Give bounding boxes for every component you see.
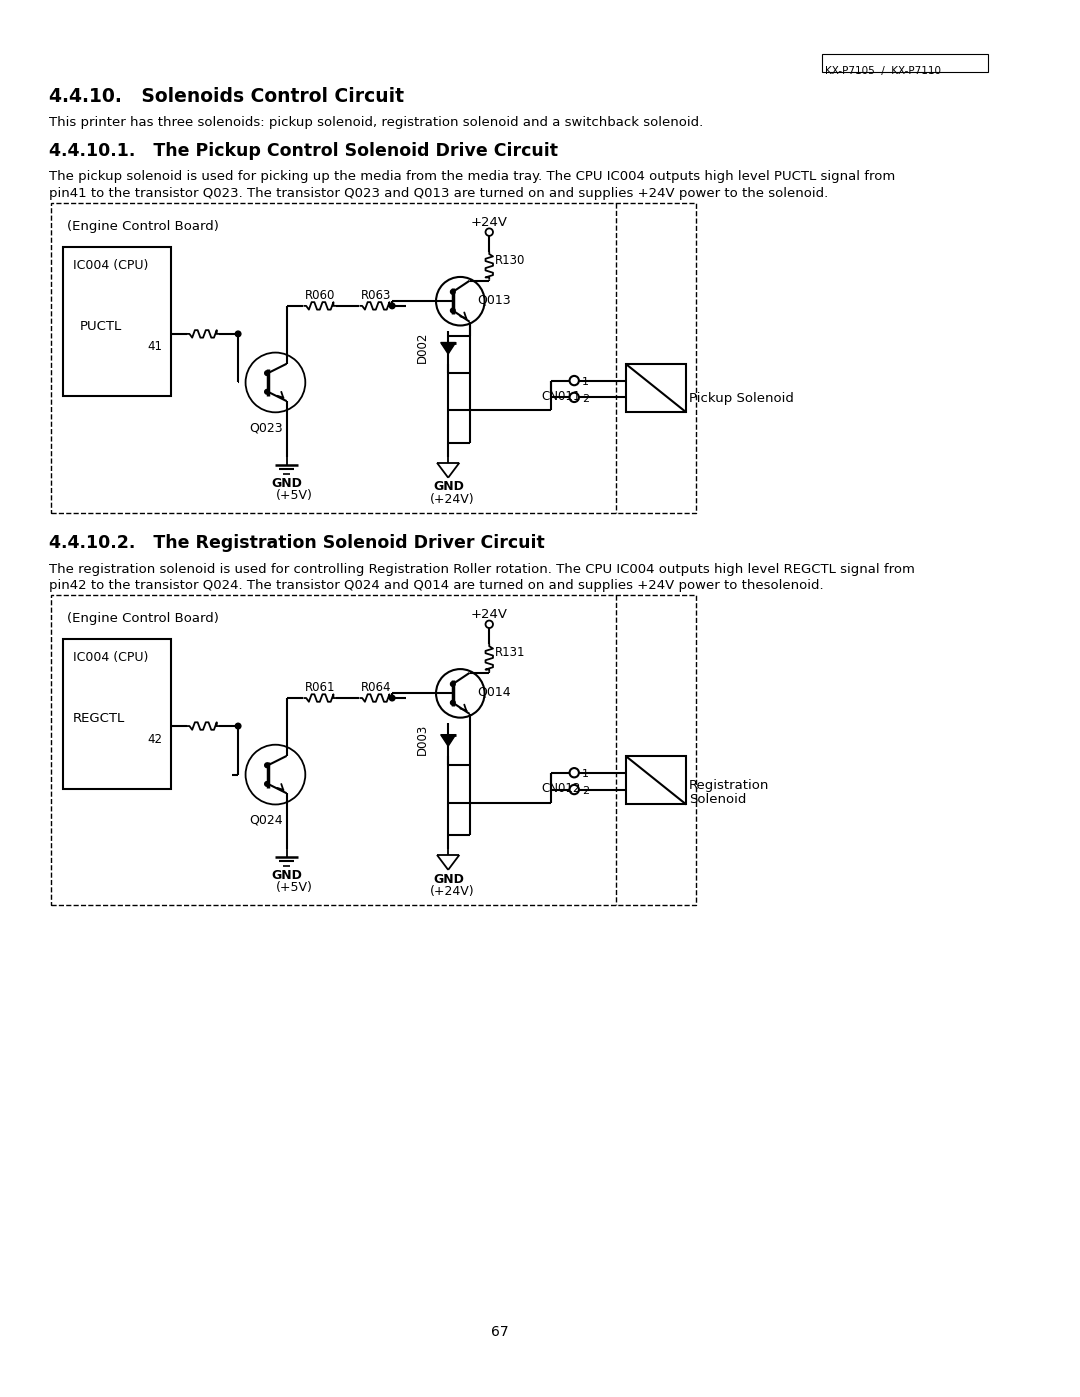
Text: R063: R063 xyxy=(362,289,392,302)
Text: CN011: CN011 xyxy=(541,390,581,402)
Text: R061: R061 xyxy=(306,682,336,694)
Text: 2: 2 xyxy=(582,785,589,796)
Text: (+24V): (+24V) xyxy=(430,884,474,898)
Text: Registration: Registration xyxy=(689,780,769,792)
Circle shape xyxy=(235,724,241,729)
Text: REGCTL: REGCTL xyxy=(72,712,125,725)
Text: 67: 67 xyxy=(490,1326,509,1340)
Text: pin41 to the transistor Q023. The transistor Q023 and Q013 are turned on and sup: pin41 to the transistor Q023. The transi… xyxy=(49,187,827,200)
Bar xyxy=(64,640,171,788)
Circle shape xyxy=(450,700,455,705)
Text: D003: D003 xyxy=(416,724,429,754)
Circle shape xyxy=(265,781,269,787)
Text: KX-P7105  /  KX-P7110: KX-P7105 / KX-P7110 xyxy=(825,66,942,75)
Text: Pickup Solenoid: Pickup Solenoid xyxy=(689,391,794,405)
Circle shape xyxy=(235,331,241,337)
Text: PUCTL: PUCTL xyxy=(79,320,122,332)
Bar xyxy=(52,595,696,905)
Bar xyxy=(625,363,686,412)
Bar xyxy=(64,247,171,397)
Circle shape xyxy=(390,303,395,309)
Bar xyxy=(625,756,686,805)
Text: (+5V): (+5V) xyxy=(275,882,312,894)
Polygon shape xyxy=(441,735,456,746)
Text: R064: R064 xyxy=(362,682,392,694)
Text: GND: GND xyxy=(433,873,464,886)
Text: +24V: +24V xyxy=(471,217,508,229)
Text: pin42 to the transistor Q024. The transistor Q024 and Q014 are turned on and sup: pin42 to the transistor Q024. The transi… xyxy=(49,580,823,592)
Text: R131: R131 xyxy=(495,645,525,659)
Circle shape xyxy=(265,763,269,767)
Text: D002: D002 xyxy=(416,331,429,363)
Text: (Engine Control Board): (Engine Control Board) xyxy=(67,612,219,624)
Bar xyxy=(52,203,696,513)
Text: Q024: Q024 xyxy=(249,814,283,827)
Circle shape xyxy=(450,309,455,313)
Text: R060: R060 xyxy=(306,289,336,302)
Text: (+24V): (+24V) xyxy=(430,493,474,506)
Text: Q014: Q014 xyxy=(477,686,511,698)
Text: Solenoid: Solenoid xyxy=(689,793,746,806)
Text: 4.4.10.1.   The Pickup Control Solenoid Drive Circuit: 4.4.10.1. The Pickup Control Solenoid Dr… xyxy=(49,142,557,161)
Text: This printer has three solenoids: pickup solenoid, registration solenoid and a s: This printer has three solenoids: pickup… xyxy=(49,116,703,130)
Text: The registration solenoid is used for controlling Registration Roller rotation. : The registration solenoid is used for co… xyxy=(49,563,915,576)
Text: 1: 1 xyxy=(582,377,589,387)
Text: (+5V): (+5V) xyxy=(275,489,312,502)
Text: R130: R130 xyxy=(495,254,525,267)
Text: 4.4.10.2.   The Registration Solenoid Driver Circuit: 4.4.10.2. The Registration Solenoid Driv… xyxy=(49,534,544,552)
Text: GND: GND xyxy=(272,476,302,490)
Text: The pickup solenoid is used for picking up the media from the media tray. The CP: The pickup solenoid is used for picking … xyxy=(49,170,895,183)
Text: (Engine Control Board): (Engine Control Board) xyxy=(67,219,219,233)
Polygon shape xyxy=(441,342,456,353)
Text: IC004 (CPU): IC004 (CPU) xyxy=(72,651,148,665)
Text: 42: 42 xyxy=(148,732,162,746)
Text: Q023: Q023 xyxy=(249,422,283,434)
Circle shape xyxy=(390,696,395,701)
Circle shape xyxy=(450,289,455,295)
Circle shape xyxy=(265,390,269,394)
Text: IC004 (CPU): IC004 (CPU) xyxy=(72,260,148,272)
Circle shape xyxy=(450,682,455,686)
Bar xyxy=(822,54,988,73)
Text: 41: 41 xyxy=(148,341,162,353)
Circle shape xyxy=(265,370,269,376)
Text: 4.4.10.   Solenoids Control Circuit: 4.4.10. Solenoids Control Circuit xyxy=(49,88,404,106)
Text: Q013: Q013 xyxy=(477,293,511,307)
Text: 2: 2 xyxy=(582,394,589,404)
Text: CN012: CN012 xyxy=(541,782,581,795)
Text: GND: GND xyxy=(272,869,302,882)
Text: 1: 1 xyxy=(582,768,589,780)
Text: GND: GND xyxy=(433,481,464,493)
Text: +24V: +24V xyxy=(471,609,508,622)
